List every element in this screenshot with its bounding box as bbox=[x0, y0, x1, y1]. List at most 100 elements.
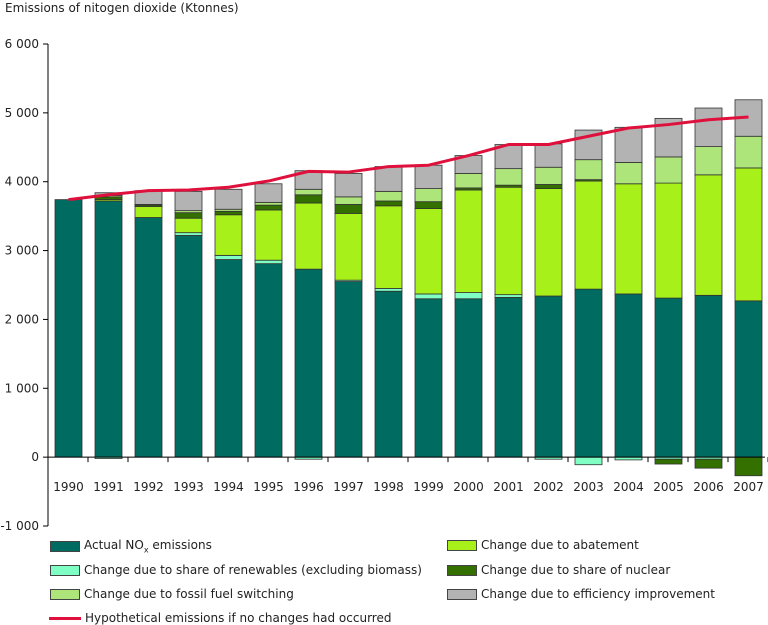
bar-segment-nuclear-2006 bbox=[694, 458, 723, 469]
bar-segment-abatement-2007 bbox=[734, 167, 763, 302]
bar-segment-nuclear-1999 bbox=[414, 201, 443, 209]
bar-segment-efficiency-1997 bbox=[334, 173, 363, 198]
bar-segment-efficiency-1993 bbox=[174, 190, 203, 212]
bar-segment-efficiency-1998 bbox=[374, 166, 403, 192]
legend-label-renewables: Change due to share of renewables (exclu… bbox=[84, 563, 422, 577]
y-tick-label: 3 000 bbox=[5, 244, 39, 258]
legend-item-hypothetical: Hypothetical emissions if no changes had… bbox=[49, 611, 391, 625]
bar-segment-actual-1993 bbox=[174, 235, 203, 458]
y-tick-label: 0 bbox=[31, 450, 39, 464]
y-tick-label: 5 000 bbox=[5, 106, 39, 120]
bar-segment-fuel_switching-2006 bbox=[694, 146, 723, 176]
bar-segment-actual-2000 bbox=[454, 298, 483, 458]
y-tick-label: -1 000 bbox=[0, 519, 39, 533]
legend-swatch-fuel-switching bbox=[50, 588, 80, 600]
bar-segment-fuel_switching-2003 bbox=[574, 159, 603, 181]
bar-segment-nuclear-1996 bbox=[294, 194, 323, 204]
bar-segment-fuel_switching-1996 bbox=[294, 188, 323, 196]
y-tick-label: 4 000 bbox=[5, 175, 39, 189]
bar-segment-fuel_switching-2001 bbox=[494, 168, 523, 186]
legend-item-abatement: Change due to abatement bbox=[447, 538, 639, 552]
x-tick-label: 1998 bbox=[373, 480, 404, 494]
bar-segment-nuclear-2007 bbox=[734, 456, 763, 477]
bar-segment-abatement-1996 bbox=[294, 202, 323, 270]
bar-segment-abatement-1997 bbox=[334, 212, 363, 281]
bar-segment-actual-1998 bbox=[374, 290, 403, 458]
legend-swatch-hypothetical bbox=[49, 616, 81, 620]
bar-segment-efficiency-2004 bbox=[614, 126, 643, 163]
legend-swatch-abatement bbox=[447, 539, 477, 551]
x-tick-label: 2002 bbox=[533, 480, 564, 494]
x-tick-label: 2007 bbox=[733, 480, 764, 494]
x-tick-label: 2006 bbox=[693, 480, 724, 494]
bar-segment-abatement-2004 bbox=[614, 183, 643, 295]
bar-segment-efficiency-2006 bbox=[694, 107, 723, 147]
bar-segment-actual-2007 bbox=[734, 300, 763, 458]
y-tick-label: 1 000 bbox=[5, 381, 39, 395]
bar-segment-nuclear-2002 bbox=[534, 184, 563, 189]
bar-segment-renewables-2003 bbox=[574, 456, 603, 466]
x-tick-label: 2005 bbox=[653, 480, 684, 494]
bar-segment-renewables-1994 bbox=[214, 254, 243, 260]
x-tick-label: 2004 bbox=[613, 480, 644, 494]
x-tick-label: 1995 bbox=[253, 480, 284, 494]
bar-segment-fuel_switching-2000 bbox=[454, 173, 483, 189]
bar-segment-efficiency-1994 bbox=[214, 188, 243, 210]
bar-segment-fuel_switching-2002 bbox=[534, 166, 563, 185]
bar-segment-actual-1997 bbox=[334, 281, 363, 458]
bar-segment-fuel_switching-2007 bbox=[734, 135, 763, 169]
bar-segment-renewables-1998 bbox=[374, 288, 403, 292]
bar-segment-nuclear-2005 bbox=[654, 458, 683, 465]
bar-segment-abatement-2000 bbox=[454, 189, 483, 293]
bar-segment-efficiency-1999 bbox=[414, 164, 443, 189]
bar-segment-nuclear-1995 bbox=[254, 204, 283, 211]
bar-segment-abatement-2001 bbox=[494, 186, 523, 296]
bar-segment-abatement-1992 bbox=[134, 206, 163, 218]
y-tick-label: 6 000 bbox=[5, 37, 39, 51]
bar-segment-actual-1996 bbox=[294, 268, 323, 458]
bar-segment-actual-2006 bbox=[694, 294, 723, 458]
legend-label-abatement: Change due to abatement bbox=[481, 538, 639, 552]
bar-segment-renewables-2001 bbox=[494, 294, 523, 298]
bar-segment-renewables-1993 bbox=[174, 232, 203, 236]
x-tick-label: 1991 bbox=[93, 480, 124, 494]
axes-group: -1 000 0 1 000 2 000 3 000 4 000 5 000 6 000 199… bbox=[0, 37, 768, 533]
bar-segment-actual-2001 bbox=[494, 296, 523, 458]
bar-segment-renewables-1995 bbox=[254, 259, 283, 265]
bar-segment-actual-1995 bbox=[254, 263, 283, 458]
bar-segment-nuclear-1997 bbox=[334, 204, 363, 214]
bar-segment-actual-2005 bbox=[654, 297, 683, 458]
bar-segment-fuel_switching-2005 bbox=[654, 156, 683, 184]
bar-segment-fuel_switching-1999 bbox=[414, 188, 443, 203]
bar-segment-abatement-1998 bbox=[374, 205, 403, 289]
legend-item-efficiency: Change due to efficiency improvement bbox=[447, 587, 715, 601]
x-tick-label: 1997 bbox=[333, 480, 364, 494]
bar-segment-actual-2002 bbox=[534, 295, 563, 458]
bar-segment-abatement-1993 bbox=[174, 217, 203, 234]
legend-item-nuclear: Change due to share of nuclear bbox=[447, 563, 670, 577]
x-tick-label: 2000 bbox=[453, 480, 484, 494]
legend-item-renewables: Change due to share of renewables (exclu… bbox=[50, 563, 422, 577]
legend-swatch-nuclear bbox=[447, 564, 477, 576]
bar-segment-abatement-2003 bbox=[574, 180, 603, 290]
line-layer bbox=[68, 115, 749, 202]
legend-swatch-actual bbox=[50, 540, 80, 552]
bar-segment-abatement-1999 bbox=[414, 208, 443, 295]
bar-segment-actual-2004 bbox=[614, 293, 643, 458]
bar-segment-nuclear-1993 bbox=[174, 212, 203, 219]
bar-segment-renewables-2000 bbox=[454, 292, 483, 300]
bar-segment-actual-1994 bbox=[214, 259, 243, 458]
bar-segment-abatement-1995 bbox=[254, 209, 283, 261]
bar-segment-fuel_switching-1995 bbox=[254, 201, 283, 206]
hypothetical-emissions-line bbox=[68, 115, 749, 202]
chart-plot: -1 000 0 1 000 2 000 3 000 4 000 5 000 6 000 199… bbox=[0, 37, 768, 533]
bar-segment-nuclear-1994 bbox=[214, 210, 243, 216]
bar-segment-actual-1990 bbox=[54, 199, 83, 458]
x-tick-label: 1992 bbox=[133, 480, 164, 494]
bar-segment-abatement-1994 bbox=[214, 214, 243, 256]
bar-segment-abatement-2002 bbox=[534, 188, 563, 297]
bars-group bbox=[54, 99, 763, 477]
legend-label-fuel-switching: Change due to fossil fuel switching bbox=[84, 587, 294, 601]
bar-segment-actual-1992 bbox=[134, 217, 163, 458]
bar-segment-fuel_switching-1997 bbox=[334, 196, 363, 205]
